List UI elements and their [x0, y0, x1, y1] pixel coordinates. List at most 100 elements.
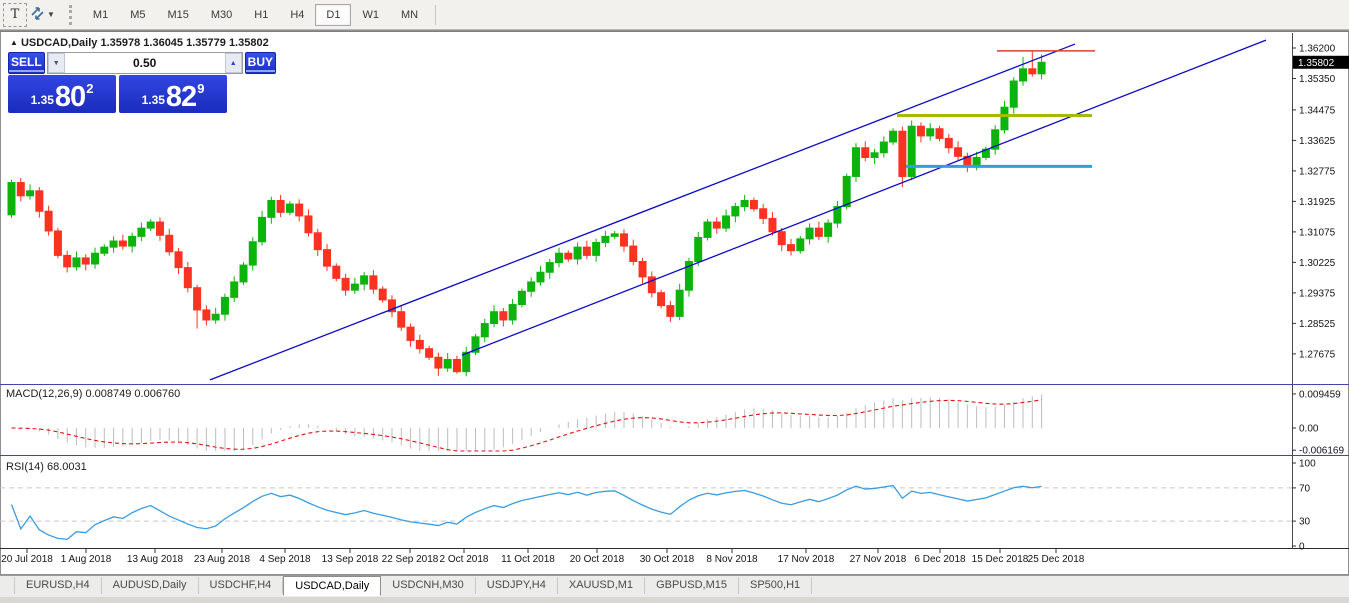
candle-body	[500, 312, 507, 320]
date-axis-label: 27 Nov 2018	[850, 554, 907, 565]
candle-body	[435, 357, 442, 368]
candle-body	[268, 200, 275, 217]
candle-body	[658, 293, 665, 306]
candle-body	[704, 222, 711, 237]
toolbar: T ▼ M1M5M15M30H1H4D1W1MN	[0, 0, 1349, 30]
chart-tab-usdchf-h4[interactable]: USDCHF,H4	[199, 577, 284, 594]
candle-body	[620, 234, 627, 246]
timeframe-button-m1[interactable]: M1	[82, 4, 119, 26]
rsi-axis-label: 100	[1299, 459, 1316, 470]
candle-body	[862, 148, 869, 158]
candle-body	[314, 233, 321, 250]
date-axis-label: 1 Aug 2018	[61, 554, 112, 565]
candle-body	[788, 245, 795, 251]
timeframe-button-m15[interactable]: M15	[156, 4, 199, 26]
candle-body	[82, 258, 89, 264]
ask-price-quote[interactable]: 1.35 82 9	[119, 75, 227, 113]
timeframe-button-h1[interactable]: H1	[243, 4, 279, 26]
one-click-trading-panel: SELL ▼ ▲ BUY 1.35 80 2 1.35 82 9	[8, 52, 227, 113]
candle-body	[129, 236, 136, 246]
candle-body	[583, 247, 590, 255]
rsi-axis-label: 70	[1299, 483, 1311, 494]
candle-body	[203, 310, 210, 320]
candle-body	[324, 250, 331, 267]
ask-price-point: 9	[197, 81, 204, 96]
chart-tab-usdcad-daily[interactable]: USDCAD,Daily	[283, 576, 381, 596]
date-axis-label: 23 Aug 2018	[194, 554, 251, 565]
chart-title: ▲ USDCAD,Daily 1.35978 1.36045 1.35779 1…	[10, 37, 269, 49]
candle-body	[110, 241, 117, 247]
buy-button[interactable]: BUY	[245, 52, 276, 74]
timeframe-button-w1[interactable]: W1	[351, 4, 390, 26]
candle-body	[444, 359, 451, 368]
candle-body	[379, 289, 386, 300]
candle-body	[630, 246, 637, 261]
candle-body	[119, 241, 126, 246]
price-axis-label: 1.35350	[1299, 74, 1336, 85]
candle-body	[741, 200, 748, 206]
candle-body	[528, 282, 535, 291]
candle-body	[92, 253, 99, 264]
candle-body	[936, 129, 943, 139]
timeframe-button-d1[interactable]: D1	[315, 4, 351, 26]
chart-tab-sp500-h1[interactable]: SP500,H1	[739, 577, 812, 594]
timeframe-button-m5[interactable]: M5	[119, 4, 156, 26]
chart-tab-audusd-daily[interactable]: AUDUSD,Daily	[102, 577, 199, 594]
candle-body	[305, 216, 312, 233]
candle-body	[899, 131, 906, 176]
candle-body	[556, 253, 563, 262]
timeframe-button-h4[interactable]: H4	[279, 4, 315, 26]
chevron-down-icon: ▼	[47, 10, 55, 19]
timeframe-button-mn[interactable]: MN	[390, 4, 429, 26]
candle-body	[667, 306, 674, 317]
volume-input[interactable]	[65, 53, 225, 73]
candle-body	[138, 228, 145, 236]
rsi-indicator-label: RSI(14) 68.0031	[6, 461, 87, 473]
sell-button[interactable]: SELL	[8, 52, 45, 74]
toolbar-grip[interactable]	[69, 5, 72, 25]
chart-tab-gbpusd-m15[interactable]: GBPUSD,M15	[645, 577, 739, 594]
price-axis-label: 1.31075	[1299, 227, 1336, 238]
date-axis-label: 15 Dec 2018	[972, 554, 1029, 565]
candle-body	[639, 261, 646, 276]
candle-body	[45, 211, 52, 231]
candle-body	[945, 138, 952, 147]
candle-body	[973, 157, 980, 165]
trendline-channel-lower[interactable]	[462, 40, 1266, 355]
candle-body	[166, 235, 173, 252]
ohlc-close: 1.35802	[229, 37, 269, 49]
chart-tab-xauusd-m1[interactable]: XAUUSD,M1	[558, 577, 645, 594]
candle-body	[537, 272, 544, 282]
date-axis-label: 13 Sep 2018	[322, 554, 379, 565]
ohlc-low: 1.35779	[186, 37, 226, 49]
macd-axis-label: 0.00	[1299, 424, 1319, 435]
price-axis-label: 1.33625	[1299, 136, 1336, 147]
text-tool-button[interactable]: T	[3, 3, 27, 27]
ask-price-base: 1.35	[142, 93, 165, 107]
date-axis-label: 17 Nov 2018	[778, 554, 835, 565]
candle-body	[593, 242, 600, 255]
date-axis-label: 20 Jul 2018	[1, 554, 53, 565]
timeframe-button-m30[interactable]: M30	[200, 4, 243, 26]
rsi-axis-label: 30	[1299, 517, 1311, 528]
volume-increase-button[interactable]: ▲	[225, 53, 242, 73]
candle-body	[602, 236, 609, 242]
candle-body	[518, 291, 525, 304]
candle-body	[194, 288, 201, 310]
bid-price-quote[interactable]: 1.35 80 2	[8, 75, 116, 113]
candle-body	[797, 239, 804, 251]
candle-body	[880, 142, 887, 153]
arrange-windows-button[interactable]: ▼	[30, 3, 55, 27]
collapse-triangle-icon: ▲	[10, 38, 18, 47]
candle-body	[481, 324, 488, 337]
chart-tab-usdjpy-h4[interactable]: USDJPY,H4	[476, 577, 558, 594]
volume-decrease-button[interactable]: ▼	[48, 53, 65, 73]
date-axis-label: 20 Oct 2018	[570, 554, 625, 565]
trendline-channel-upper[interactable]	[210, 44, 1075, 380]
candle-body	[713, 222, 720, 228]
mt4-window: T ▼ M1M5M15M30H1H4D1W1MN 1.362001.353501…	[0, 0, 1349, 603]
candle-body	[778, 232, 785, 245]
chart-tab-eurusd-h4[interactable]: EURUSD,H4	[14, 577, 102, 594]
candle-body	[156, 222, 163, 235]
chart-tab-usdcnh-m30[interactable]: USDCNH,M30	[381, 577, 476, 594]
